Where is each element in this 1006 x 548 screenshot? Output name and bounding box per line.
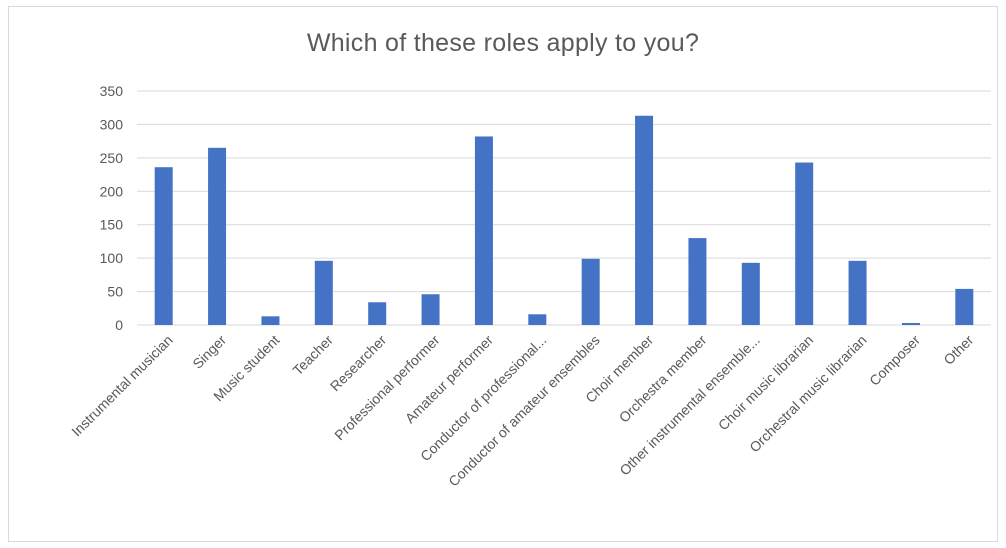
- bar: [848, 260, 867, 325]
- x-tick-label: Composer: [866, 332, 923, 389]
- bar: [368, 302, 387, 325]
- x-tick-label: Teacher: [289, 332, 336, 379]
- chart-title: Which of these roles apply to you?: [306, 29, 700, 57]
- x-tick-label: Instrumental musician: [68, 332, 176, 440]
- y-tick-label: 150: [100, 217, 124, 233]
- bars: [154, 115, 974, 325]
- chart-area: Which of these roles apply to you? 0 50 10…: [8, 6, 998, 542]
- y-tick-label: 100: [100, 250, 124, 266]
- y-tick-label: 50: [107, 284, 123, 300]
- bar: [154, 167, 173, 325]
- bar: [741, 262, 760, 325]
- bar: [581, 258, 600, 325]
- y-axis-ticks: 0 50 100 150 200 250 300 350: [100, 83, 124, 333]
- bar: [688, 238, 707, 325]
- bar: [528, 314, 547, 325]
- x-tick-label: Choir music librarian: [715, 332, 817, 434]
- bar: [795, 162, 814, 325]
- x-tick-label: Other: [940, 332, 976, 368]
- bar: [474, 136, 493, 325]
- x-tick-label: Singer: [189, 332, 229, 372]
- bar: [208, 147, 227, 325]
- x-tick-label: Professional performer: [331, 332, 443, 444]
- y-tick-label: 0: [115, 317, 123, 333]
- bar: [901, 322, 920, 325]
- y-tick-label: 300: [100, 116, 124, 132]
- bar: [314, 260, 333, 325]
- bar-chart: 0 50 100 150 200 250 300 350 Instrumental music…: [68, 83, 991, 490]
- y-tick-label: 200: [100, 183, 124, 199]
- y-tick-label: 250: [100, 150, 124, 166]
- x-tick-label: Amateur performer: [402, 332, 497, 427]
- bar: [261, 316, 280, 325]
- y-tick-label: 350: [100, 83, 124, 99]
- bar: [635, 115, 654, 325]
- bar: [421, 294, 440, 325]
- bar: [955, 288, 974, 325]
